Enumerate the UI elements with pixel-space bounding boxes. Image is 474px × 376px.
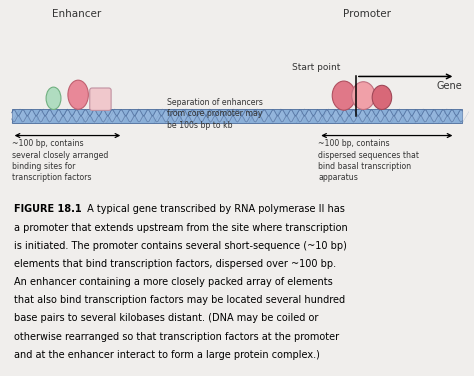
Text: ~100 bp, contains
dispersed sequences that
bind basal transcription
apparatus: ~100 bp, contains dispersed sequences th… (319, 139, 419, 182)
Text: Enhancer: Enhancer (52, 9, 101, 19)
Text: Promoter: Promoter (343, 9, 391, 19)
Text: otherwise rearranged so that transcription factors at the promoter: otherwise rearranged so that transcripti… (14, 332, 339, 341)
Ellipse shape (372, 85, 392, 109)
Ellipse shape (68, 80, 88, 109)
Ellipse shape (352, 82, 375, 109)
Text: FIGURE 18.1: FIGURE 18.1 (14, 205, 82, 214)
Text: and at the enhancer interact to form a large protein complex.): and at the enhancer interact to form a l… (14, 350, 320, 360)
FancyBboxPatch shape (90, 88, 111, 111)
Text: that also bind transcription factors may be located several hundred: that also bind transcription factors may… (14, 295, 346, 305)
Text: An enhancer containing a more closely packed array of elements: An enhancer containing a more closely pa… (14, 277, 333, 287)
FancyBboxPatch shape (12, 109, 462, 123)
Text: base pairs to several kilobases distant. (DNA may be coiled or: base pairs to several kilobases distant.… (14, 314, 319, 323)
Text: ~100 bp, contains
several closely arranged
binding sites for
transcription facto: ~100 bp, contains several closely arrang… (12, 139, 108, 182)
Text: Start point: Start point (292, 63, 340, 72)
Text: Gene: Gene (437, 81, 462, 91)
Text: Separation of enhancers
from core promoter may
be 100s bp to kb: Separation of enhancers from core promot… (167, 98, 263, 130)
Text: elements that bind transcription factors, dispersed over ~100 bp.: elements that bind transcription factors… (14, 259, 337, 269)
Text: is initiated. The promoter contains several short-sequence (~10 bp): is initiated. The promoter contains seve… (14, 241, 347, 251)
Text: A typical gene transcribed by RNA polymerase II has: A typical gene transcribed by RNA polyme… (84, 205, 345, 214)
Text: a promoter that extends upstream from the site where transcription: a promoter that extends upstream from th… (14, 223, 348, 233)
Ellipse shape (46, 87, 61, 109)
Ellipse shape (332, 81, 356, 110)
